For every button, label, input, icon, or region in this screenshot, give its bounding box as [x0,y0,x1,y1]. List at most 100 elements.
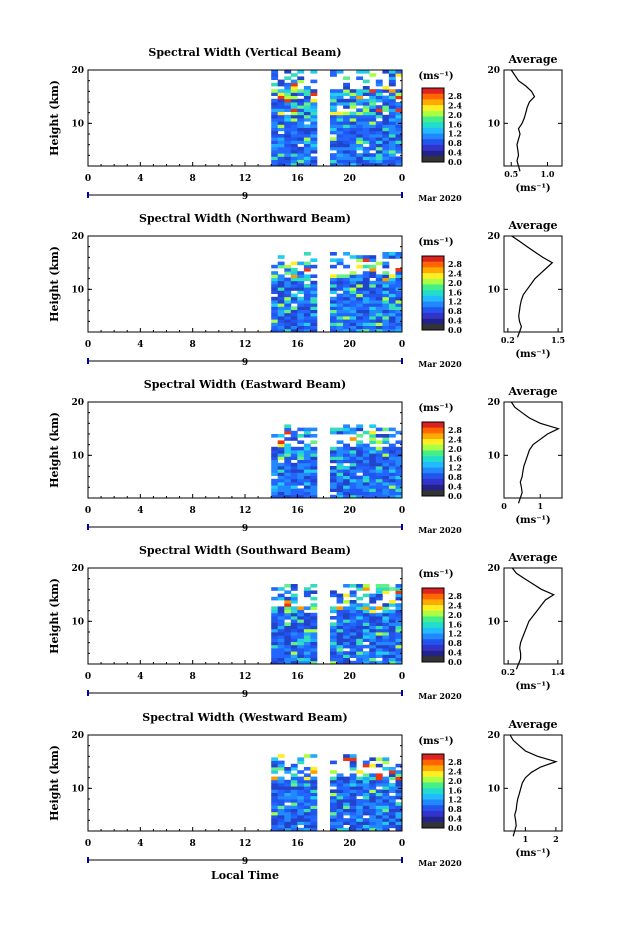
heatmap-cell [336,322,344,326]
heatmap-cell [290,146,298,151]
heatmap-cell [375,811,383,816]
heatmap-cell [382,105,390,109]
heatmap-cell [395,252,403,256]
heatmap-cell [271,280,279,285]
heatmap-cell [349,293,357,298]
heatmap-cell [375,156,383,160]
heatmap-cell [303,162,311,167]
y-tick-label: 10 [71,119,84,129]
heatmap-cell [290,606,298,610]
heatmap-cell [336,127,344,132]
heatmap-cell [297,146,305,151]
heatmap-cell [356,824,364,829]
heatmap-cell [356,146,364,151]
heatmap-cell [388,124,396,128]
heatmap-cell [303,146,311,151]
heatmap-cell [362,616,370,620]
colorbar-segment [422,122,444,129]
heatmap-cell [330,258,337,262]
heatmap-cell [343,485,350,489]
heatmap-cell [395,114,403,119]
heatmap-cell [310,130,318,135]
heatmap-cell [356,264,364,269]
average-frame [503,235,563,333]
heatmap-cell [395,622,403,626]
heatmap-cell [271,462,279,467]
heatmap-cell [343,466,350,470]
heatmap-cell [395,821,403,825]
heatmap-cell [336,466,344,470]
heatmap-cell [330,252,337,256]
heatmap-cell [369,153,377,157]
heatmap-cell [388,459,396,464]
heatmap-cell [343,805,350,809]
heatmap-cell [310,453,318,457]
heatmap-cell [271,799,279,803]
heatmap-cell [362,469,370,473]
heatmap-cell [382,440,390,444]
heatmap-cell [356,770,364,774]
colorbar-segment [422,622,444,629]
heatmap-cell [349,619,357,623]
heatmap-cell [349,459,357,464]
heatmap-cell [330,590,337,594]
heatmap-cell [284,584,292,588]
heatmap-cell [284,469,292,473]
heatmap-cell [330,792,337,797]
heatmap-cell [349,824,357,829]
heatmap-cell [349,287,357,291]
heatmap-cell [330,102,337,106]
heatmap-cell [369,472,377,476]
heatmap-cell [290,622,298,626]
heatmap-cell [343,625,350,630]
heatmap-cell [284,98,292,103]
day-label: 9 [242,690,248,700]
heatmap-cell [330,789,337,793]
heatmap-cell [297,325,305,330]
colorbar-tick-label: 0.4 [448,482,462,492]
heatmap-cell [310,79,318,84]
heatmap-cell [303,293,311,298]
heatmap-cell [330,264,337,269]
heatmap-cell [303,660,311,665]
heatmap-cell [362,146,370,151]
heatmap-cell [349,773,357,777]
heatmap-cell [356,783,364,787]
heatmap-cell [349,767,357,771]
heatmap-cell [303,111,311,116]
heatmap-cell [356,625,364,630]
heatmap-cell [303,328,311,333]
heatmap-cell [369,111,377,116]
heatmap-cell [382,300,390,304]
heatmap-cell [290,82,298,87]
heatmap-cell [382,89,390,93]
heatmap-cell [330,779,337,784]
heatmap-cell [369,776,377,781]
heatmap-cell [290,86,298,90]
heatmap-cell [330,811,337,816]
heatmap-cell [369,303,377,307]
heatmap-cell [349,105,357,109]
heatmap-cell [343,127,350,132]
heatmap-cell [303,475,311,480]
heatmap-cells [271,252,403,333]
heatmap-cell [284,76,292,80]
y-axis-label: Height (km) [48,578,61,654]
heatmap-cell [375,654,383,658]
heatmap-cell [336,450,344,454]
heatmap-cell [395,130,403,135]
heatmap-cell [303,150,311,154]
heatmap-cell [277,478,285,483]
heatmap-cell [388,114,396,119]
heatmap-cell [369,89,377,93]
heatmap-cell [362,795,370,800]
heatmap-cell [290,114,298,119]
heatmap-cell [303,98,311,103]
heatmap-cell [284,805,292,809]
heatmap-cell [369,73,377,77]
heatmap-cell [356,102,364,106]
heatmap-cell [297,628,305,633]
heatmap-cell [349,284,357,288]
heatmap-cell [277,159,285,164]
colorbar-segment [422,650,444,657]
